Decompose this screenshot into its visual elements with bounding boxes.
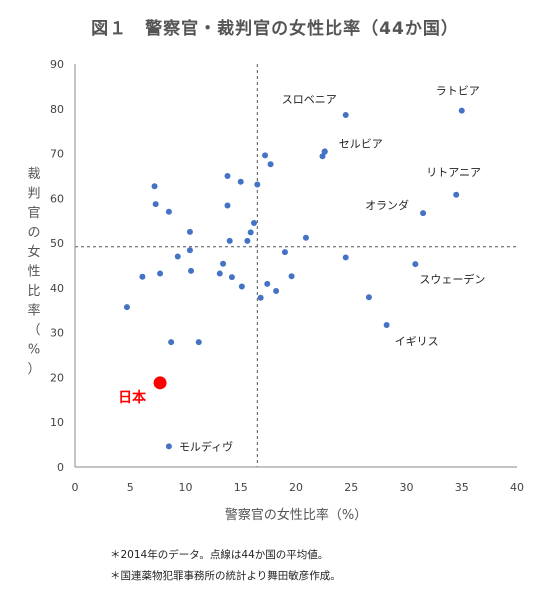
x-axis-label: 警察官の女性比率（%） — [225, 507, 367, 523]
data-point — [273, 288, 280, 295]
data-point — [186, 228, 193, 235]
x-tick-label: 30 — [400, 481, 414, 494]
data-point — [195, 339, 202, 346]
y-tick-label: 50 — [50, 237, 64, 250]
data-point — [174, 253, 181, 260]
data-point — [342, 254, 349, 261]
data-point — [165, 208, 172, 215]
mean-lines — [75, 64, 517, 467]
data-point — [458, 107, 465, 114]
data-point — [224, 172, 231, 179]
y-tick-label: 30 — [50, 327, 64, 340]
point-label: イギリス — [395, 335, 439, 348]
data-point — [383, 322, 390, 329]
data-point — [453, 191, 460, 198]
data-point — [123, 304, 130, 311]
data-point — [165, 443, 172, 450]
data-point — [224, 202, 231, 209]
x-tick-label: 25 — [344, 481, 358, 494]
data-point — [168, 339, 175, 346]
axes: 0 10 20 30 40 50 60 70 80 90 0 5 10 15 20 25 30 35 40 警察官の女… — [27, 58, 524, 523]
data-point — [220, 260, 227, 267]
data-point — [321, 148, 328, 155]
data-point — [257, 294, 264, 301]
y-axis-label: 裁判官の女性比率（%） — [27, 166, 40, 377]
data-point — [262, 152, 269, 159]
data-point — [152, 201, 159, 208]
data-points — [123, 107, 465, 450]
data-point — [188, 267, 195, 274]
x-tick-label: 20 — [289, 481, 303, 494]
y-tick-label: 40 — [50, 282, 64, 295]
y-tick-label: 10 — [50, 416, 64, 429]
data-point — [251, 219, 258, 226]
x-tick-label: 40 — [510, 481, 524, 494]
y-tick-label: 0 — [57, 461, 64, 474]
data-point — [226, 237, 233, 244]
highlight-point — [153, 376, 167, 390]
data-point — [186, 247, 193, 254]
data-point — [412, 261, 419, 268]
y-tick-label: 80 — [50, 103, 64, 116]
point-label: オランダ — [365, 198, 409, 212]
data-point — [281, 249, 288, 256]
highlight-label: 日本 — [118, 389, 147, 406]
y-tick-label: 90 — [50, 58, 64, 71]
x-tick-label: 35 — [455, 481, 469, 494]
point-label: スロベニア — [282, 93, 337, 106]
data-point — [237, 178, 244, 185]
data-point — [420, 210, 427, 217]
data-point — [238, 283, 245, 290]
data-point — [365, 294, 372, 301]
data-point — [228, 274, 235, 281]
x-tick-label: 10 — [179, 481, 193, 494]
data-point — [139, 273, 146, 280]
data-point — [302, 234, 309, 241]
data-point — [216, 270, 223, 277]
data-point — [151, 183, 158, 190]
data-point — [157, 270, 164, 277]
point-label: セルビア — [339, 137, 383, 150]
y-tick-label: 60 — [50, 192, 64, 205]
data-point — [342, 112, 349, 119]
x-tick-label: 15 — [234, 481, 248, 494]
data-point — [244, 237, 251, 244]
x-tick-label: 5 — [127, 481, 134, 494]
footnote-data-year: ＊2014年のデータ。点線は44か国の平均値。 — [110, 549, 329, 561]
data-point — [254, 181, 261, 188]
y-tick-label: 70 — [50, 148, 64, 161]
chart-title: 図１ 警察官・裁判官の女性比率（44か国） — [91, 19, 459, 39]
data-point — [288, 273, 295, 280]
x-tick-label: 0 — [72, 481, 79, 494]
data-point — [319, 153, 326, 160]
data-point — [264, 280, 271, 287]
data-point — [247, 229, 254, 236]
y-tick-label: 20 — [50, 371, 64, 384]
data-point — [267, 161, 274, 168]
point-label: スウェーデン — [419, 272, 485, 286]
point-label: モルディヴ — [179, 439, 233, 453]
point-label: ラトビア — [436, 85, 480, 98]
footnote-source: ＊国連薬物犯罪事務所の統計より舞田敏彦作成。 — [110, 570, 341, 582]
point-label: リトアニア — [426, 166, 481, 179]
